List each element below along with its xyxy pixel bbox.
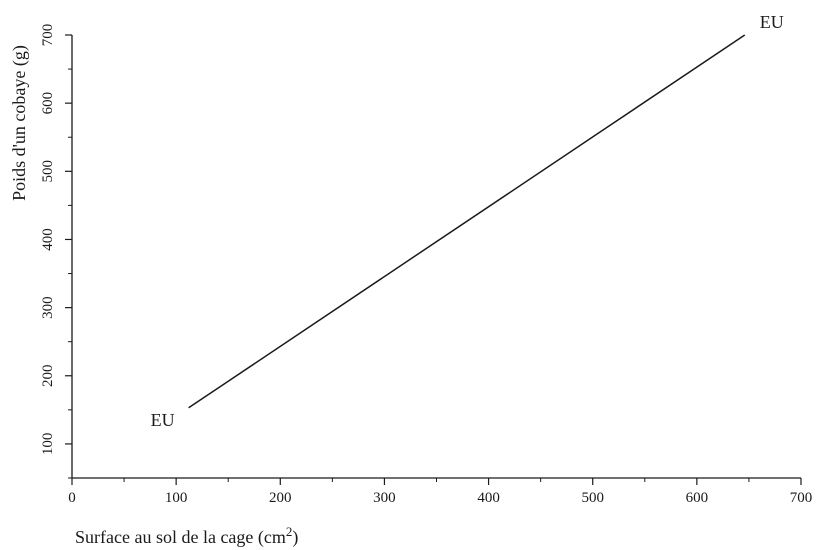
series <box>188 34 746 409</box>
x-tick-label-500: 500 <box>581 490 604 506</box>
x-axis-title: Surface au sol de la cage (cm2) <box>75 524 298 548</box>
x-tick-label-700: 700 <box>790 490 813 506</box>
y-tick-label-200: 200 <box>40 365 56 388</box>
y-tick-label-400: 400 <box>40 228 56 251</box>
x-axis-title-suffix: ) <box>292 527 298 548</box>
y-tick-label-600: 600 <box>40 92 56 115</box>
x-tick-label-200: 200 <box>269 490 292 506</box>
x-tick-label-0: 0 <box>68 490 76 506</box>
y-tick-label-100: 100 <box>40 433 56 456</box>
x-axis-title-main: Surface au sol de la cage (cm <box>75 527 286 548</box>
y-tick-label-300: 300 <box>40 296 56 319</box>
axes <box>71 35 801 479</box>
annotation-label-0: EU <box>151 410 175 430</box>
x-tick-label-300: 300 <box>373 490 396 506</box>
y-axis-title: Poids d'un cobaye (g) <box>9 45 30 201</box>
annotations: EU EU <box>151 12 784 430</box>
x-tick-label-600: 600 <box>686 490 709 506</box>
y-tick-label-700: 700 <box>40 24 56 47</box>
x-tick-label-400: 400 <box>477 490 500 506</box>
series-line-0 <box>188 34 746 409</box>
y-tick-label-500: 500 <box>40 160 56 183</box>
ticks: 0 100 200 300 400 500 600 700 100 200 300 400 500 600… <box>40 24 812 506</box>
annotation-label-1: EU <box>760 12 784 32</box>
x-axis-title-superscript: 2 <box>286 524 293 539</box>
x-tick-label-100: 100 <box>165 490 188 506</box>
